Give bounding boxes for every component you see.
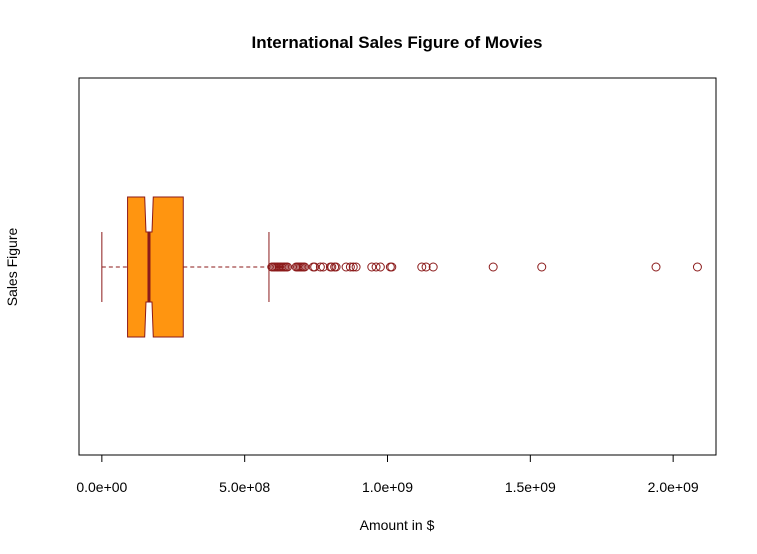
- outlier-point: [345, 262, 355, 272]
- outlier-point: [651, 262, 661, 272]
- outlier-point: [375, 262, 385, 272]
- outlier-point: [331, 262, 341, 272]
- outlier-point: [341, 262, 351, 272]
- outlier-point: [417, 262, 427, 272]
- plot-marks: [101, 196, 702, 338]
- x-tick-label: 0.0e+00: [76, 479, 127, 495]
- outlier-point: [348, 262, 358, 272]
- x-axis-label: Amount in $: [360, 517, 435, 533]
- outlier-point: [367, 262, 377, 272]
- outlier-point: [283, 262, 293, 272]
- y-axis-label: Sales Figure: [4, 227, 20, 306]
- outlier-point: [318, 262, 328, 272]
- x-tick-label: 1.5e+09: [505, 479, 556, 495]
- outlier-point: [421, 262, 431, 272]
- outlier-point: [387, 262, 397, 272]
- outlier-point: [327, 262, 337, 272]
- outlier-point: [692, 262, 702, 272]
- chart-title: International Sales Figure of Movies: [252, 33, 543, 52]
- x-tick-label: 2.0e+09: [648, 479, 699, 495]
- notched-box: [127, 196, 184, 338]
- outlier-point: [315, 262, 325, 272]
- outlier-point: [371, 262, 381, 272]
- outlier-point: [300, 262, 310, 272]
- x-axis: 0.0e+00 5.0e+08 1.0e+09 1.5e+09 2.0e+09: [76, 454, 699, 495]
- x-tick-label: 5.0e+08: [219, 479, 270, 495]
- outlier-point: [537, 262, 547, 272]
- outlier-point: [351, 262, 361, 272]
- x-tick-label: 1.0e+09: [362, 479, 413, 495]
- outlier-point: [428, 262, 438, 272]
- outlier-point: [488, 262, 498, 272]
- outlier-point: [310, 262, 320, 272]
